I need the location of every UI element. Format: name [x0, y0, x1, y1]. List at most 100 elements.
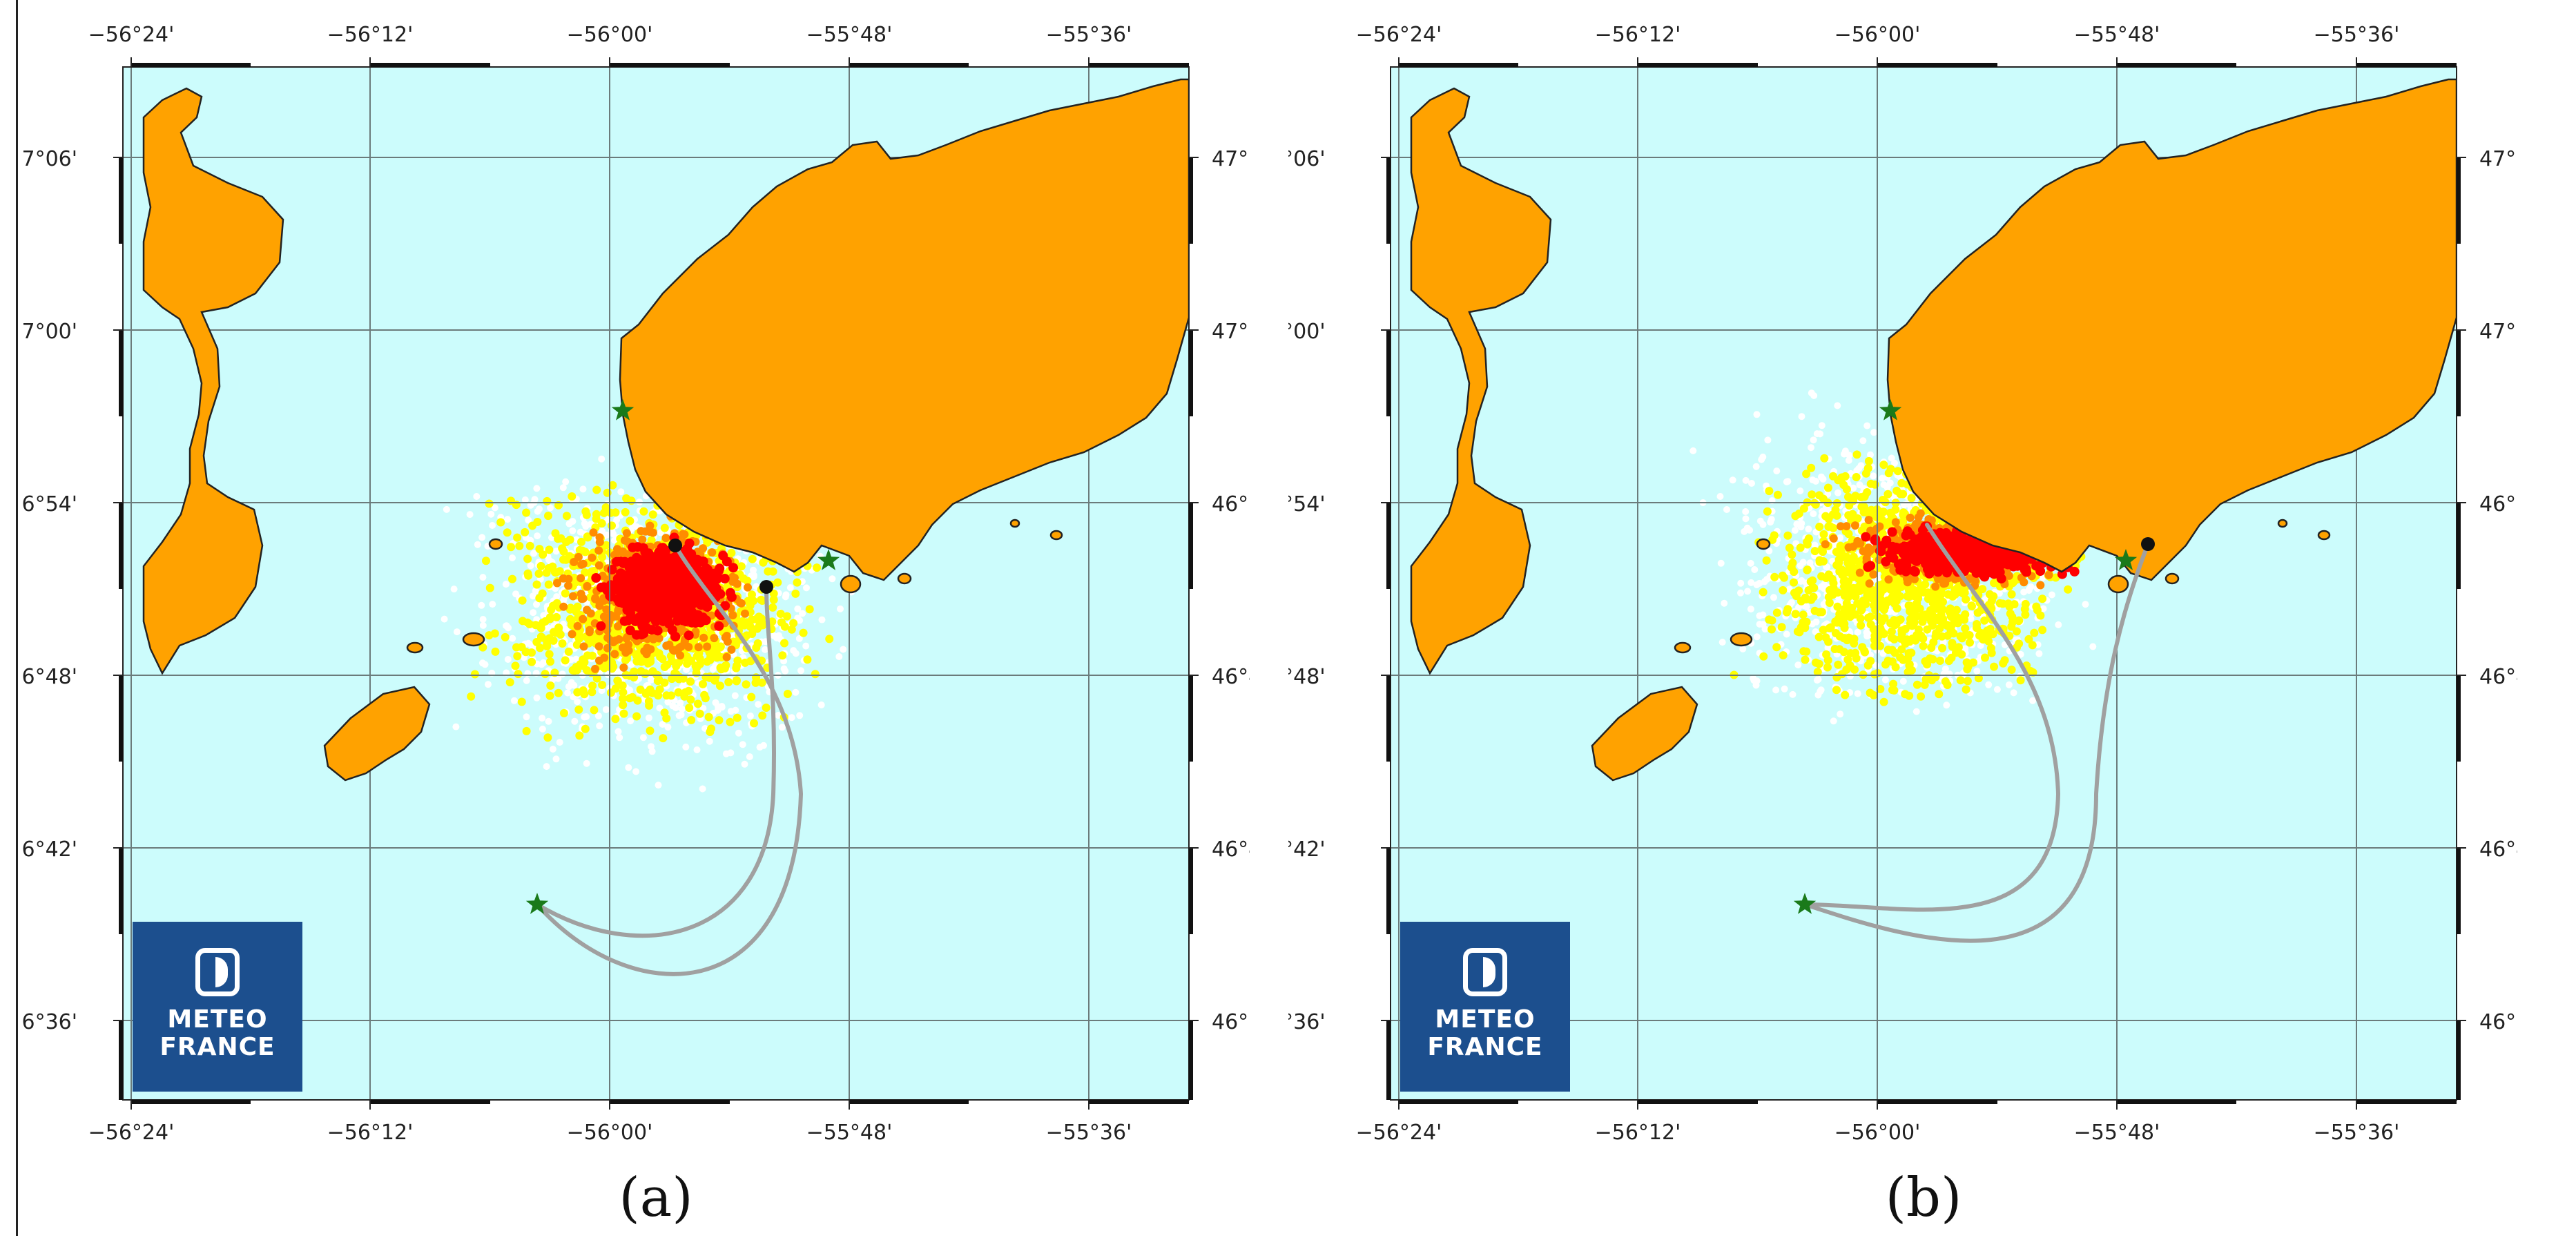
low-density-particle [507, 543, 516, 552]
low-density-particle [583, 666, 591, 675]
halo-particle [645, 714, 652, 722]
halo-particle [1977, 642, 1984, 649]
low-density-particle [1768, 535, 1777, 544]
low-density-particle [561, 589, 570, 598]
mid-density-particle [594, 642, 603, 651]
low-density-particle [1966, 638, 1974, 647]
low-density-particle [704, 713, 713, 722]
low-density-particle [528, 521, 537, 530]
halo-particle [739, 741, 746, 748]
low-density-particle [1772, 643, 1781, 652]
mid-density-particle [595, 598, 604, 607]
low-density-particle [559, 555, 568, 564]
halo-particle [1747, 559, 1754, 567]
low-density-particle [543, 496, 552, 505]
lon-top-label: −56°24' [88, 23, 175, 47]
low-density-particle [733, 661, 741, 670]
halo-particle [796, 617, 804, 624]
mid-density-particle [684, 643, 693, 651]
halo-particle [648, 748, 656, 755]
map-panel-b: −56°24' −56°12' −56°00' −55°48' −55°36' … [1288, 0, 2517, 1258]
low-density-particle [1957, 650, 1966, 659]
halo-particle [1737, 589, 1744, 597]
low-density-particle [541, 670, 550, 679]
low-density-particle [496, 518, 505, 527]
low-density-particle [1912, 680, 1921, 689]
halo-particle [1756, 621, 1763, 628]
low-density-particle [1759, 588, 1768, 597]
halo-particle [613, 516, 621, 524]
low-density-particle [1981, 653, 1989, 662]
low-density-particle [1852, 473, 1861, 481]
halo-particle [1846, 672, 1854, 680]
low-density-particle [621, 656, 630, 664]
frame-band [1189, 157, 1193, 244]
low-density-particle [1876, 685, 1885, 693]
halo-particle [1853, 467, 1861, 474]
lon-top-label: −55°36' [1046, 23, 1132, 47]
halo-particle [1767, 519, 1774, 526]
low-density-particle [1774, 490, 1782, 499]
mid-density-particle [583, 581, 592, 590]
low-density-particle [1883, 490, 1892, 499]
mid-density-particle [699, 633, 708, 642]
low-density-particle [622, 494, 631, 503]
halo-particle [534, 532, 541, 540]
halo-particle [699, 704, 707, 712]
low-density-particle [521, 528, 530, 536]
halo-particle [1888, 454, 1895, 462]
halo-particle [2089, 643, 2097, 650]
halo-particle [509, 554, 516, 561]
low-density-particle [1841, 690, 1850, 699]
high-density-particle [718, 550, 728, 561]
low-density-particle [467, 692, 476, 701]
halo-particle [2035, 650, 2043, 657]
low-density-particle [768, 567, 777, 576]
meteo-france-logo: METEO FRANCE [133, 922, 302, 1092]
halo-particle [1870, 472, 1877, 480]
low-density-particle [750, 719, 758, 728]
low-density-particle [1956, 676, 1965, 685]
halo-particle [530, 550, 537, 557]
halo-particle [489, 522, 496, 529]
low-density-particle [1815, 491, 1823, 500]
halo-particle [655, 782, 662, 789]
halo-particle [678, 706, 686, 713]
halo-particle [1761, 626, 1769, 633]
halo-particle [1837, 710, 1844, 718]
halo-particle [559, 670, 566, 678]
halo-particle [443, 505, 450, 513]
low-density-particle [1866, 612, 1875, 621]
halo-particle [1770, 594, 1777, 601]
mid-density-particle [594, 561, 603, 570]
halo-particle [1761, 578, 1768, 586]
low-density-particle [1839, 648, 1848, 657]
low-density-particle [543, 638, 552, 647]
high-density-particle [646, 625, 657, 635]
halo-particle [568, 656, 574, 664]
low-density-particle [575, 545, 584, 554]
low-density-particle [545, 545, 554, 554]
low-density-particle [749, 597, 758, 606]
halo-particle [682, 743, 690, 751]
release-point-marker [759, 580, 773, 594]
halo-particle [632, 768, 640, 775]
halo-particle [1794, 661, 1802, 669]
low-density-particle [532, 580, 541, 589]
low-density-particle [646, 657, 655, 666]
low-density-particle [720, 664, 729, 672]
halo-particle [648, 676, 655, 684]
low-density-particle [656, 652, 665, 661]
low-density-particle [1833, 602, 1842, 611]
low-density-particle [559, 708, 568, 717]
low-density-particle [1962, 685, 1970, 694]
low-density-particle [1857, 606, 1866, 615]
lon-top-label: −55°48' [806, 23, 893, 47]
high-density-particle [693, 610, 704, 620]
low-density-particle [699, 679, 707, 688]
halo-particle [1742, 476, 1750, 484]
low-density-particle [580, 658, 589, 667]
low-density-particle [565, 535, 574, 544]
low-density-particle [653, 689, 661, 698]
location-star-marker [611, 399, 635, 420]
